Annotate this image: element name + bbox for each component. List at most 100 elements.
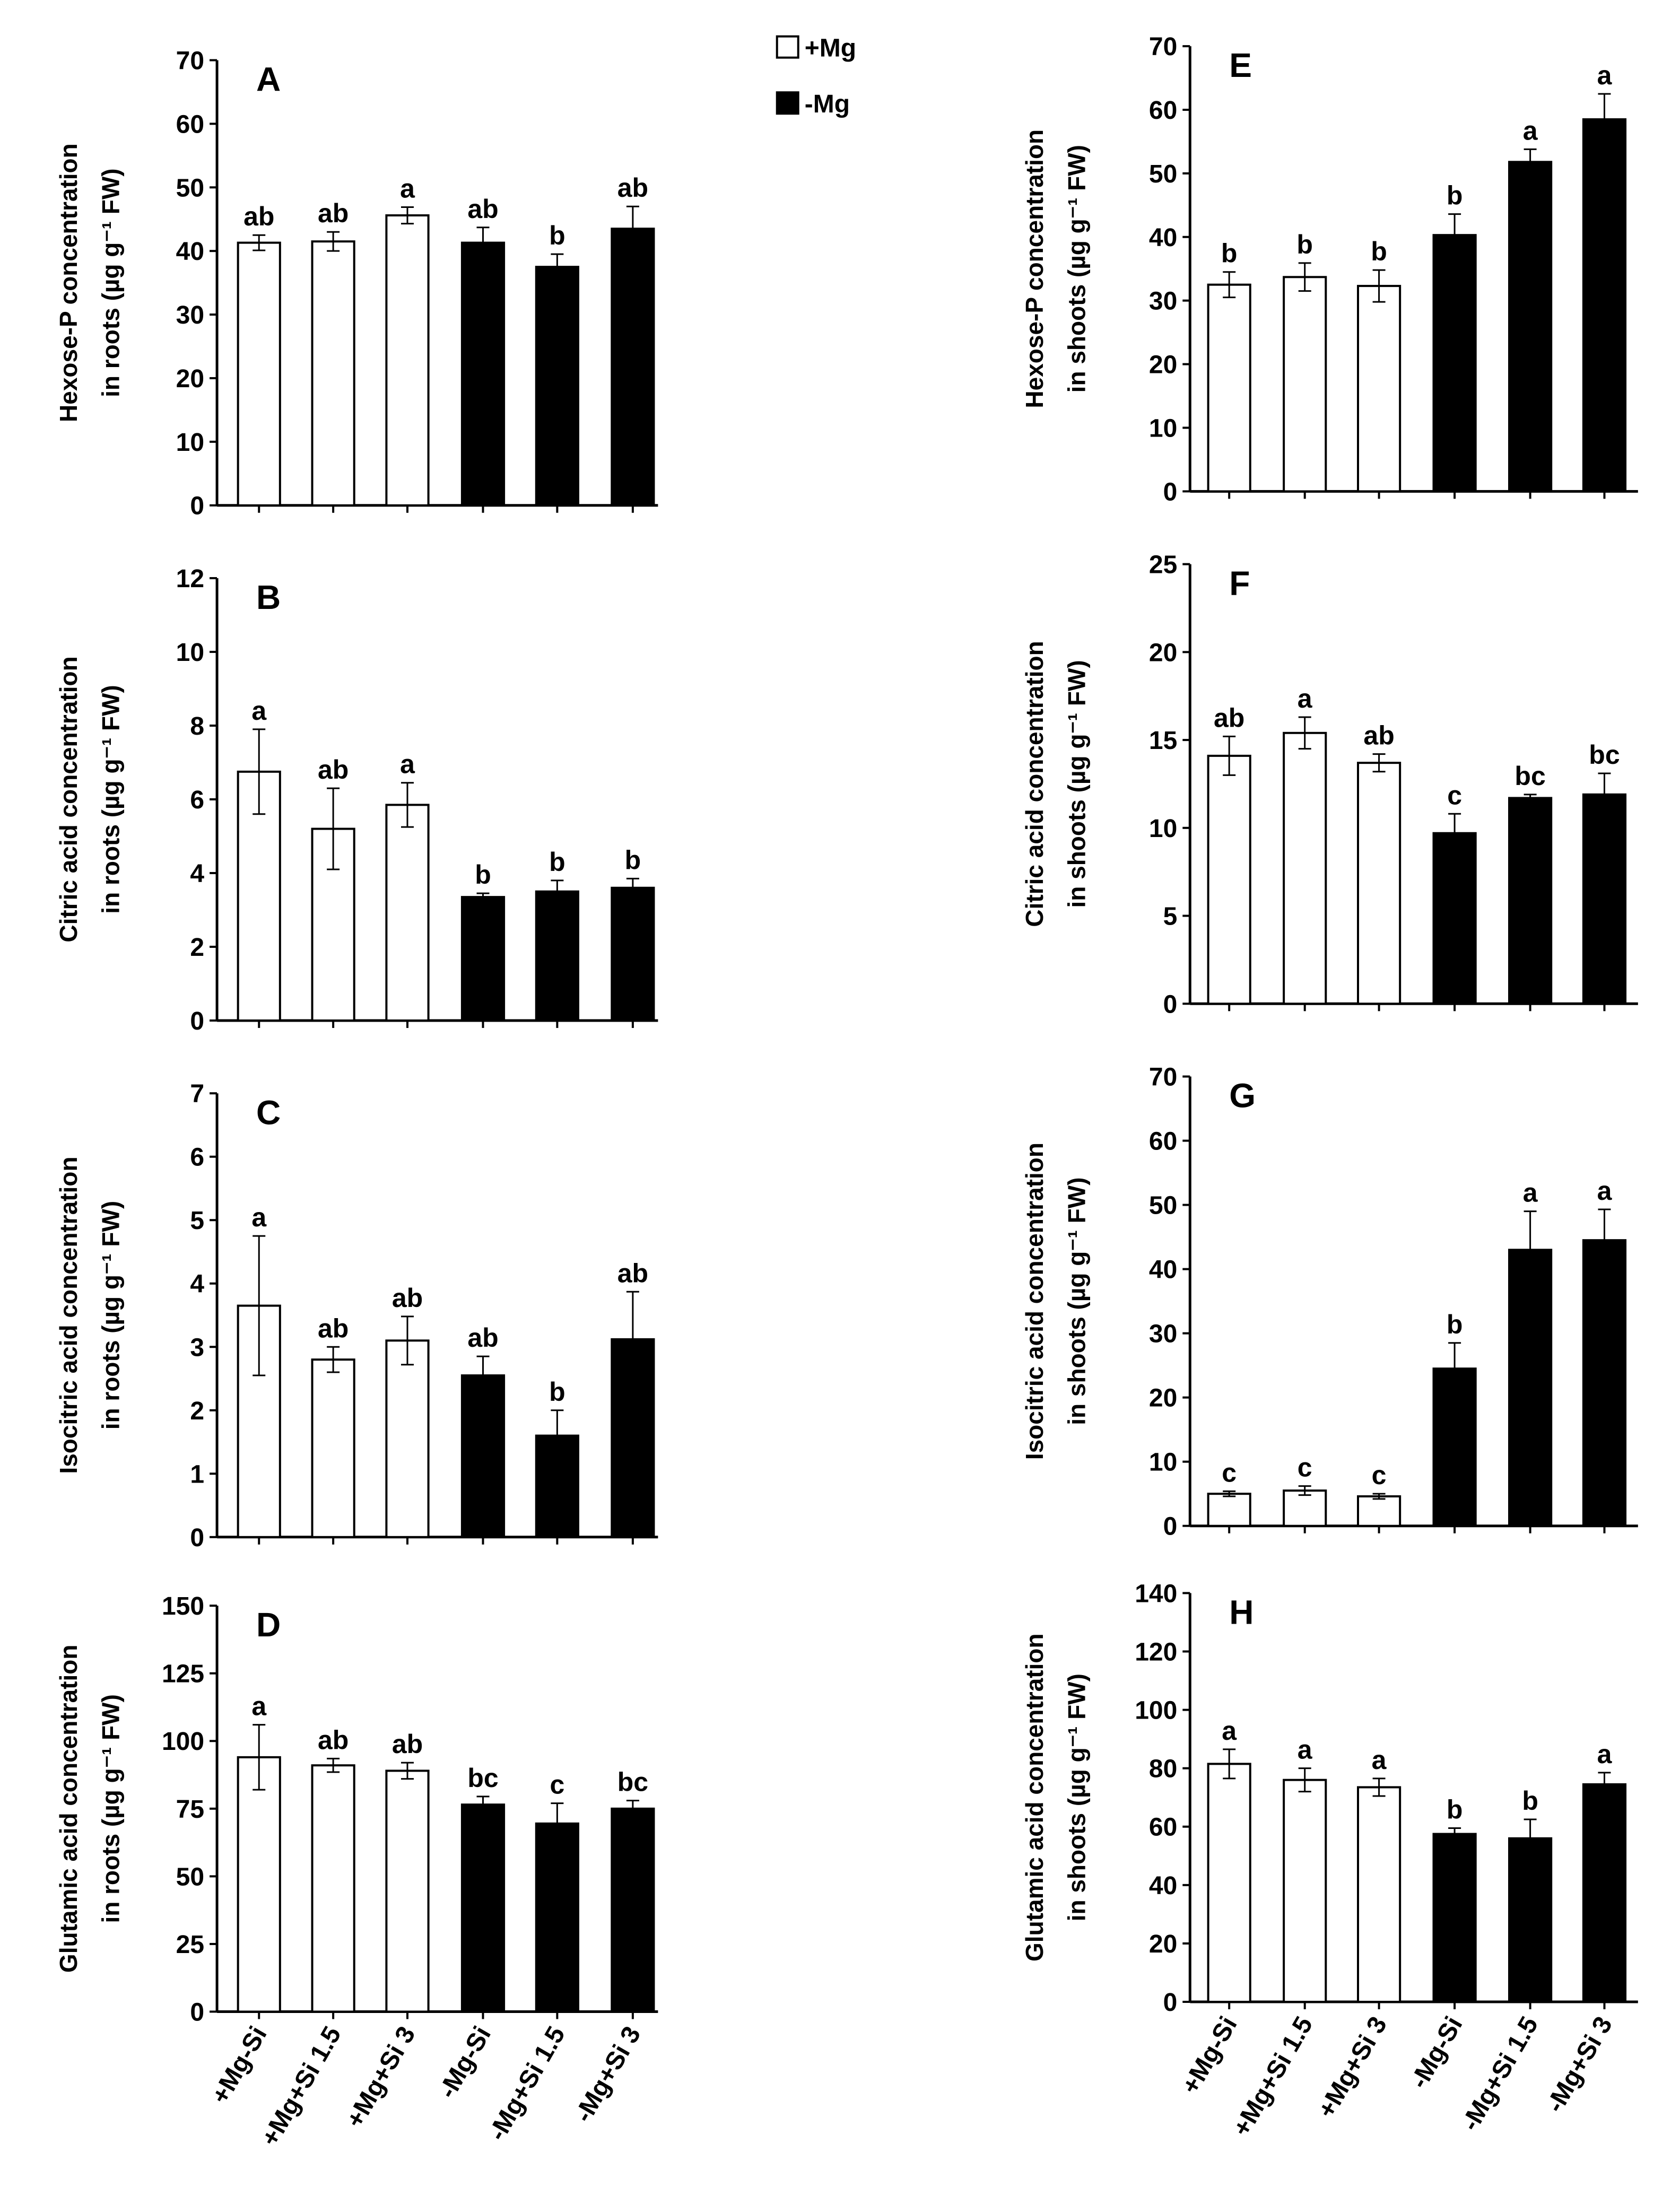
bar <box>1356 1495 1402 1527</box>
x-tick-label: +Mg+Si 1.5 <box>256 2021 346 2151</box>
bar <box>1582 1239 1627 1527</box>
bar <box>1508 1249 1553 1527</box>
y-tick-label: 40 <box>1149 1872 1177 1900</box>
x-tick-label: +Mg+Si 1.5 <box>1228 2012 1318 2141</box>
y-tick-label: 12 <box>176 565 204 593</box>
legend-swatch <box>776 91 799 115</box>
significance-letter: b <box>549 847 565 877</box>
significance-letter: ab <box>1363 721 1394 751</box>
significance-letter: c <box>550 1770 564 1800</box>
y-tick-label: 100 <box>162 1728 204 1756</box>
significance-letter: c <box>1298 1453 1312 1483</box>
bar <box>311 1764 355 2013</box>
y-axis-label: Glutamic acid concentration <box>1021 1633 1048 1962</box>
bar <box>611 228 655 507</box>
y-axis-label: Citric acid concentration <box>1021 641 1048 927</box>
bar <box>1432 832 1477 1005</box>
significance-letter: ab <box>318 1725 349 1755</box>
y-axis-label: Hexose-P concentration <box>1021 129 1048 408</box>
significance-letter: a <box>400 749 415 779</box>
panel-a: 0 10 20 30 40 50 60 70 A Hexose-P concentration in… <box>55 47 658 520</box>
bar <box>1207 754 1251 1005</box>
y-tick-label: 60 <box>1149 97 1177 125</box>
significance-letter: a <box>251 696 267 726</box>
y-tick-label: 5 <box>190 1207 204 1235</box>
x-tick-label: -Mg+Si 1.5 <box>1456 2012 1544 2136</box>
panel-e: 0 10 20 30 40 50 60 70 E Hexose-P concentration in… <box>1021 33 1638 506</box>
y-tick-label: 8 <box>190 712 204 740</box>
y-tick-label: 70 <box>176 47 204 75</box>
y-axis-label: in roots (µg g⁻¹ FW) <box>97 1694 124 1923</box>
panel-letter: F <box>1229 564 1250 603</box>
bar <box>1582 1783 1627 2003</box>
bar <box>1432 234 1477 493</box>
significance-letter: b <box>625 845 641 875</box>
bar <box>237 1756 281 2013</box>
bar <box>311 1358 355 1538</box>
y-tick-label: 0 <box>190 1524 204 1552</box>
y-tick-label: 75 <box>176 1796 204 1824</box>
significance-letter: bc <box>467 1763 498 1793</box>
bar <box>535 1822 579 2013</box>
y-tick-label: 0 <box>1163 1513 1178 1541</box>
bar <box>311 240 355 507</box>
y-tick-label: 60 <box>176 110 204 138</box>
y-tick-label: 40 <box>1149 224 1177 252</box>
significance-letter: a <box>1298 1735 1313 1765</box>
y-tick-label: 10 <box>176 639 204 667</box>
panel-letter: G <box>1229 1077 1256 1115</box>
bar <box>385 1770 430 2013</box>
x-tick-label: -Mg-Si <box>1405 2012 1468 2093</box>
y-tick-label: 0 <box>1163 478 1178 506</box>
bar <box>611 1807 655 2013</box>
y-tick-label: 4 <box>190 860 204 888</box>
significance-letter: a <box>251 1692 267 1721</box>
y-tick-label: 30 <box>1149 287 1177 316</box>
significance-letter: b <box>1522 1786 1538 1816</box>
y-tick-label: 40 <box>1149 1256 1177 1284</box>
significance-letter: bc <box>617 1767 648 1797</box>
significance-letter: a <box>1597 60 1613 90</box>
panel-letter: D <box>256 1606 281 1644</box>
x-tick-label: -Mg+Si 3 <box>1541 2012 1618 2117</box>
bar <box>460 241 506 507</box>
y-tick-label: 0 <box>1163 1989 1178 2017</box>
significance-letter: c <box>1222 1458 1237 1487</box>
y-axis-label: Isocitric acid concentration <box>55 1156 82 1474</box>
y-tick-label: 70 <box>1149 1064 1177 1092</box>
y-tick-label: 1 <box>190 1460 204 1488</box>
y-axis-label: in roots (µg g⁻¹ FW) <box>97 168 124 397</box>
y-tick-label: 40 <box>176 238 204 266</box>
panel-h: 0 20 40 60 80 100 120 140 H Glutamic acid concent… <box>1021 1580 1638 2141</box>
y-tick-label: 100 <box>1135 1697 1177 1725</box>
legend-label: -Mg <box>805 90 850 118</box>
panel-c: 0 1 2 3 4 5 6 7 C Isocitric acid concentration in … <box>55 1080 658 1552</box>
significance-letter: a <box>1222 1716 1237 1746</box>
y-tick-label: 20 <box>176 365 204 393</box>
significance-letter: ab <box>392 1283 423 1313</box>
y-tick-label: 25 <box>1149 551 1177 579</box>
bar <box>535 266 579 507</box>
bar <box>1508 797 1553 1005</box>
significance-letter: ab <box>318 1313 349 1343</box>
panel-letter: C <box>256 1093 281 1131</box>
y-tick-label: 125 <box>162 1660 204 1688</box>
significance-letter: ab <box>467 194 498 224</box>
significance-letter: b <box>1371 237 1387 266</box>
y-tick-label: 2 <box>190 934 204 962</box>
significance-letter: a <box>251 1202 267 1232</box>
significance-letter: c <box>1372 1460 1387 1490</box>
significance-letter: a <box>400 173 415 203</box>
bar <box>460 896 506 1022</box>
y-tick-label: 50 <box>1149 1192 1177 1220</box>
y-tick-label: 70 <box>1149 33 1177 61</box>
bar <box>535 890 579 1022</box>
bar <box>1207 1763 1251 2003</box>
x-tick-label: +Mg-Si <box>1176 2012 1242 2099</box>
y-tick-label: 20 <box>1149 1384 1177 1413</box>
significance-letter: ab <box>617 173 648 203</box>
bar <box>1207 283 1251 493</box>
significance-letter: c <box>1447 780 1462 810</box>
significance-letter: b <box>1447 1794 1463 1824</box>
